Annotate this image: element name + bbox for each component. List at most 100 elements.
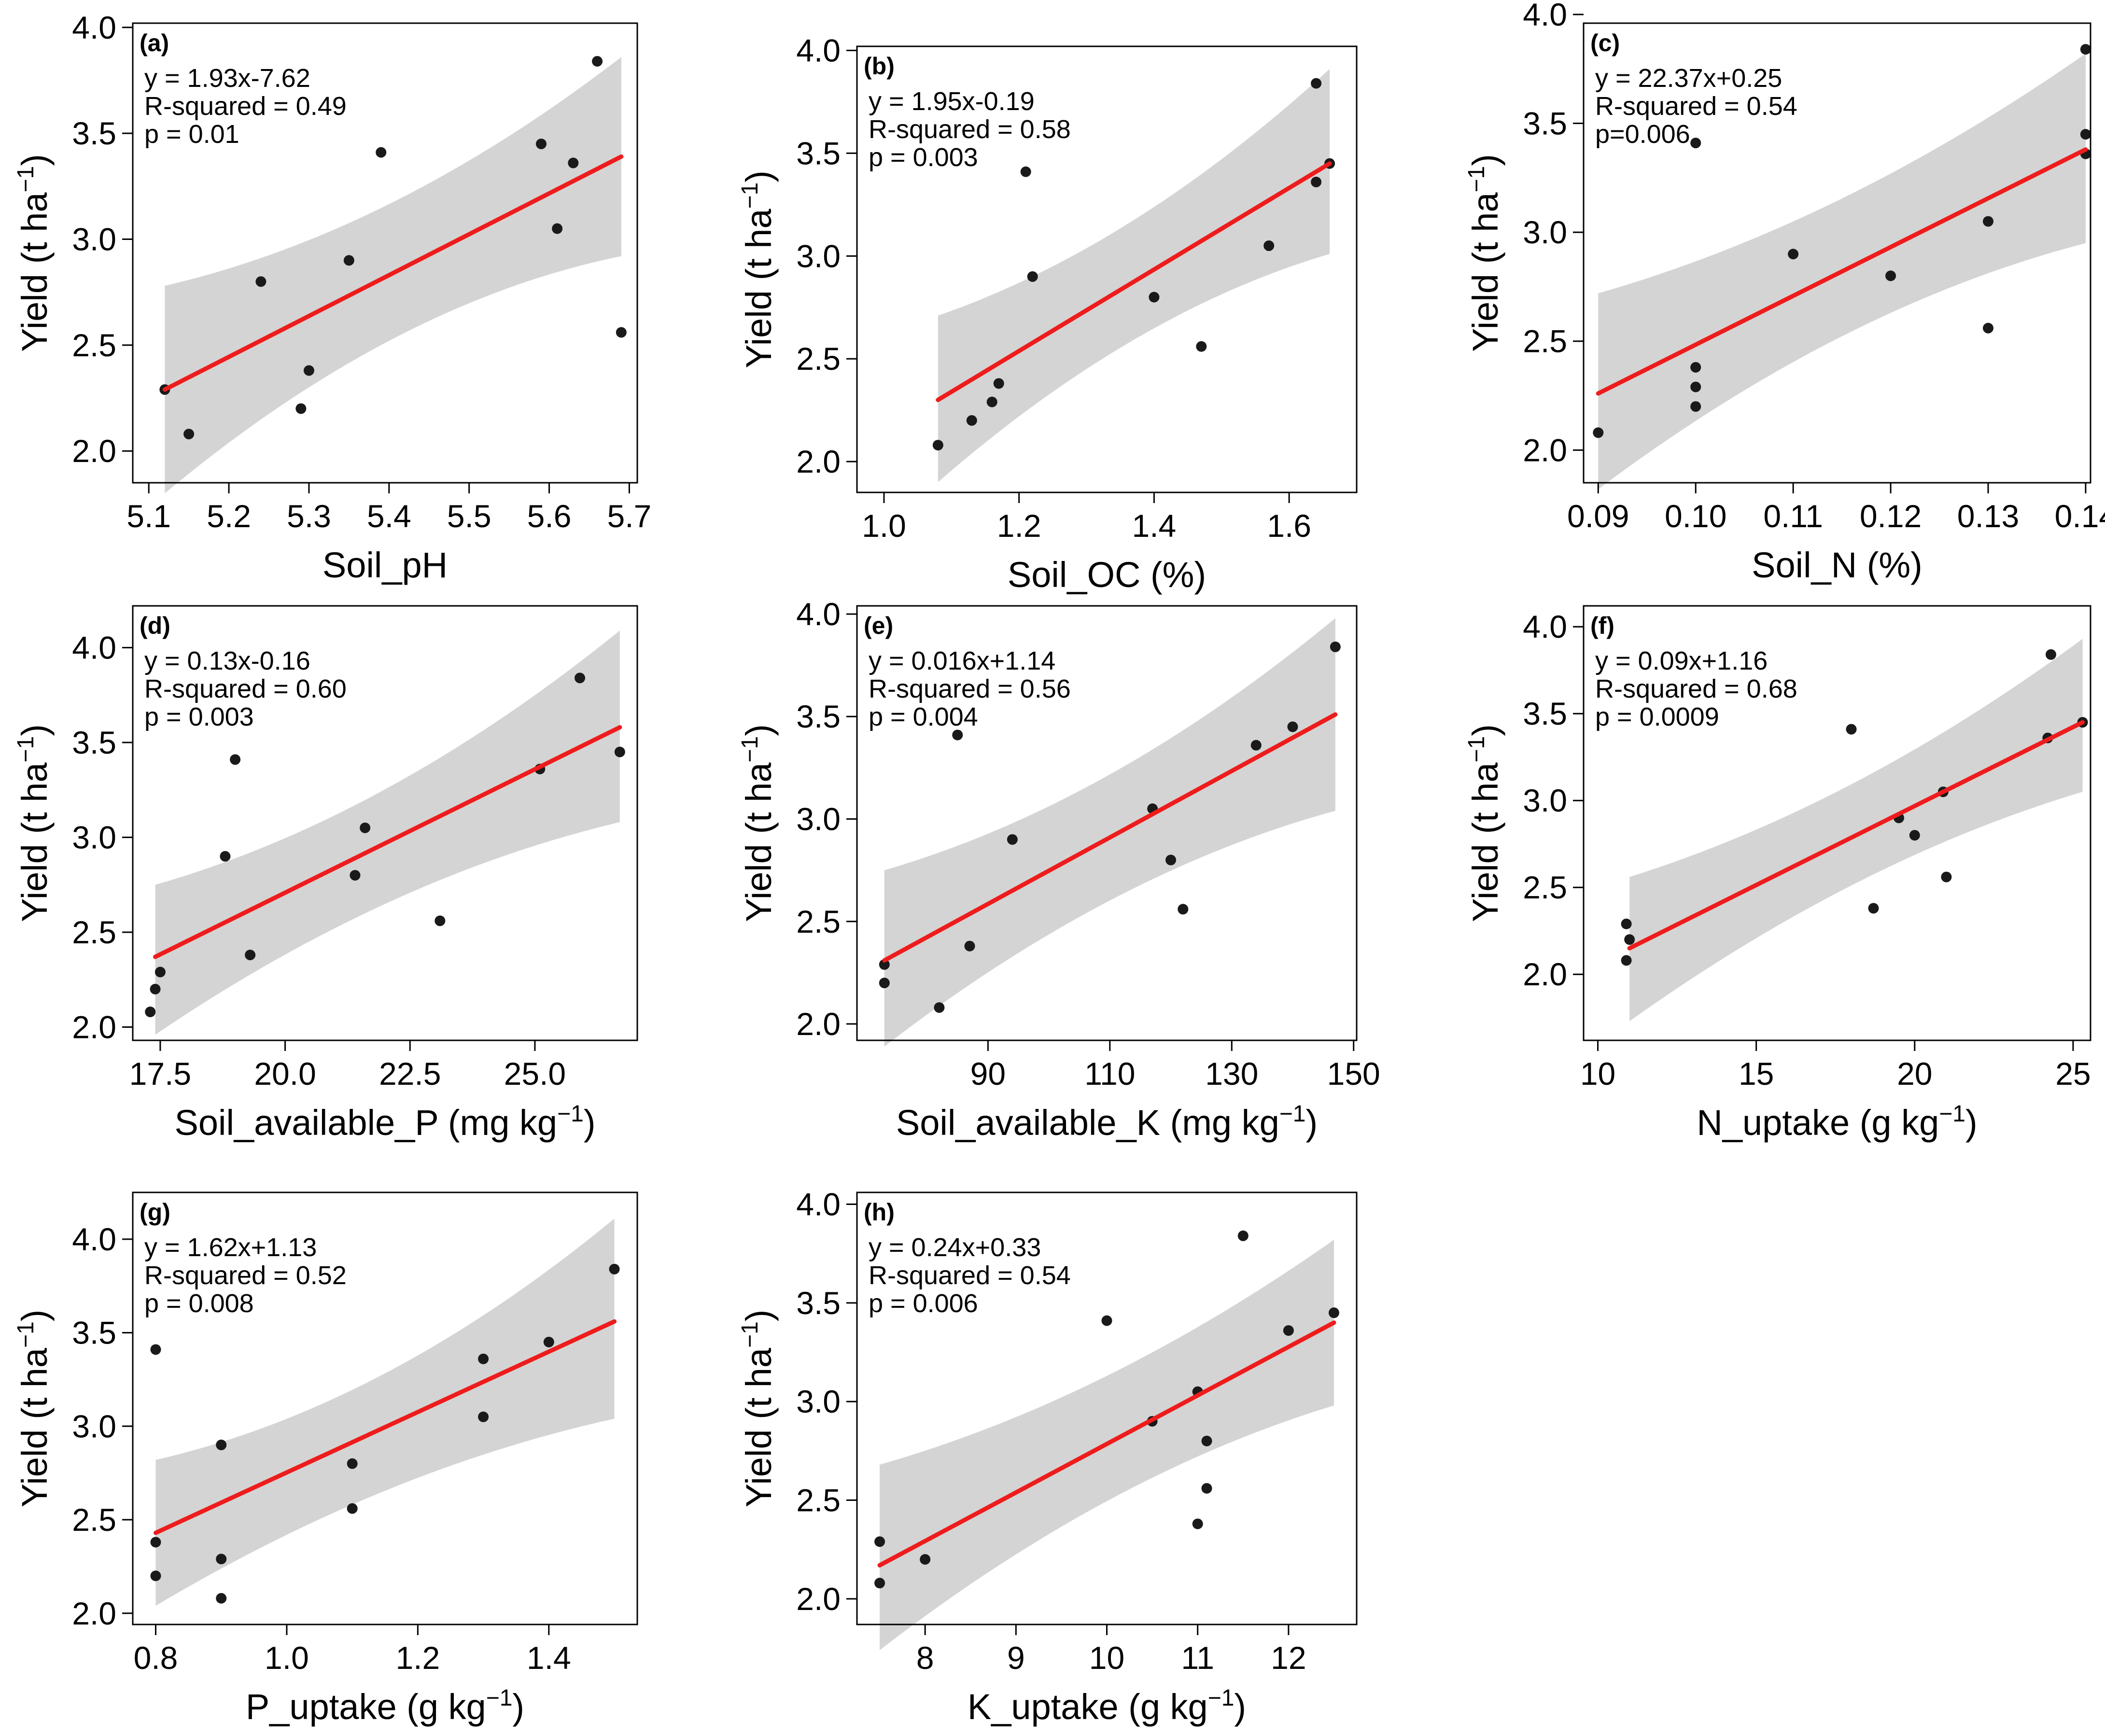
annotation-text: y = 1.62x+1.13 (144, 1233, 317, 1262)
y-axis-title: Yield (t ha−1) (1464, 724, 1505, 922)
data-point (934, 1002, 945, 1013)
data-point (1885, 270, 1896, 281)
annotation-text: y = 1.93x-7.62 (144, 64, 310, 93)
data-point (874, 1536, 885, 1547)
data-point (1201, 1483, 1212, 1494)
data-point (1020, 166, 1031, 177)
y-tick-label: 3.0 (796, 801, 841, 837)
x-axis-title: K_uptake (g kg−1) (968, 1685, 1246, 1727)
x-tick-label: 0.14 (2055, 498, 2105, 534)
data-point (1690, 138, 1701, 149)
x-tick-label: 5.1 (126, 498, 171, 534)
x-tick-label: 5.4 (367, 498, 411, 534)
data-point (245, 950, 256, 961)
panel-tag: (a) (140, 29, 169, 56)
y-tick-label: 2.0 (1523, 432, 1567, 468)
data-point (932, 440, 943, 451)
annotation-text: p = 0.0009 (1595, 702, 1719, 731)
data-point (609, 1263, 620, 1274)
annotation-text: R-squared = 0.54 (869, 1261, 1071, 1290)
data-point (952, 729, 963, 741)
data-point (1250, 740, 1262, 751)
y-axis-title: Yield (t ha−1) (13, 154, 55, 352)
x-axis-title: Soil_N (%) (1752, 545, 1923, 585)
data-point (145, 1007, 156, 1018)
y-tick-label: 4.0 (796, 1187, 841, 1222)
x-tick-label: 1.4 (1132, 508, 1177, 544)
data-point (347, 1503, 358, 1514)
y-tick-label: 4.0 (796, 596, 841, 632)
x-tick-label: 25.0 (504, 1056, 566, 1092)
annotation-text: p = 0.006 (869, 1289, 978, 1318)
data-point (1149, 292, 1160, 303)
y-tick-label: 2.5 (1523, 323, 1567, 359)
x-tick-label: 20.0 (254, 1056, 316, 1092)
panel-4: 17.5 20.0 22.5 25.0 2.0 2.5 3.0 3.5 4.0 Soil_avai… (13, 605, 638, 1143)
data-point (1909, 830, 1920, 841)
panel-1: 5.1 5.2 5.3 5.4 5.5 5.6 5.7 2.0 2.5 3.0 3.5 4.0 Soil… (13, 10, 651, 585)
data-point (614, 746, 625, 757)
data-point (592, 56, 603, 67)
y-tick-label: 4.0 (1523, 0, 1567, 32)
data-point (1982, 216, 1993, 227)
y-axis-title: Yield (t ha−1) (1464, 154, 1505, 352)
plot-frame (132, 22, 638, 484)
plot-frame (1583, 605, 2091, 1041)
regression-line (882, 712, 1338, 963)
x-tick-label: 5.5 (447, 498, 491, 534)
x-tick-label: 90 (970, 1056, 1006, 1092)
data-point (1788, 249, 1799, 260)
panel-tag: (e) (864, 612, 893, 639)
x-tick-label: 0.09 (1567, 498, 1629, 534)
x-tick-label: 9 (1007, 1640, 1025, 1676)
regression-line (936, 161, 1332, 402)
plot-frame (856, 45, 1358, 493)
annotation-text: p = 0.008 (144, 1289, 254, 1318)
y-tick-label: 2.5 (72, 327, 116, 363)
annotation-text: y = 0.13x-0.16 (144, 646, 310, 675)
x-tick-label: 0.10 (1665, 498, 1726, 534)
y-tick-label: 3.0 (72, 1408, 116, 1444)
panel-tag: (b) (864, 53, 895, 80)
y-tick-label: 2.5 (1523, 869, 1567, 905)
x-axis-title: Soil_OC (%) (1008, 555, 1206, 595)
data-point (993, 378, 1004, 389)
confidence-band (884, 618, 1335, 1047)
y-tick-label: 3.5 (796, 1285, 841, 1321)
data-point (1007, 834, 1018, 845)
data-point (920, 1554, 931, 1565)
data-point (435, 915, 446, 926)
data-point (343, 255, 354, 266)
panel-6: 10 15 20 25 2.0 2.5 3.0 3.5 4.0 N_uptake (g kg−1)… (1464, 605, 2091, 1143)
data-point (966, 415, 977, 426)
confidence-band (155, 630, 620, 1035)
data-point (150, 1570, 161, 1582)
y-tick-label: 2.0 (796, 1581, 841, 1617)
plot-frame (132, 1191, 638, 1625)
x-tick-label: 5.2 (207, 498, 251, 534)
data-point (350, 870, 361, 881)
data-point (1192, 1518, 1203, 1529)
annotation-text: y = 0.016x+1.14 (869, 646, 1055, 675)
x-tick-label: 20 (1897, 1056, 1932, 1092)
data-point (986, 396, 997, 407)
annotation-text: y = 0.09x+1.16 (1595, 646, 1768, 675)
data-point (1201, 1435, 1212, 1446)
y-axis-title: Yield (t ha−1) (13, 724, 55, 922)
data-point (1690, 362, 1701, 373)
data-point (154, 966, 166, 978)
regression-line (153, 725, 622, 959)
data-point (150, 1537, 161, 1548)
data-point (2080, 129, 2091, 140)
data-point (150, 983, 161, 994)
data-point (1846, 724, 1857, 735)
data-point (1027, 271, 1038, 282)
annotation-text: p=0.006 (1595, 120, 1690, 149)
y-tick-label: 4.0 (72, 1221, 116, 1257)
data-point (2080, 44, 2091, 55)
y-tick-label: 2.5 (796, 341, 841, 377)
data-point (478, 1353, 489, 1364)
y-tick-label: 3.0 (796, 1384, 841, 1419)
data-point (1196, 341, 1207, 352)
data-point (575, 672, 586, 684)
